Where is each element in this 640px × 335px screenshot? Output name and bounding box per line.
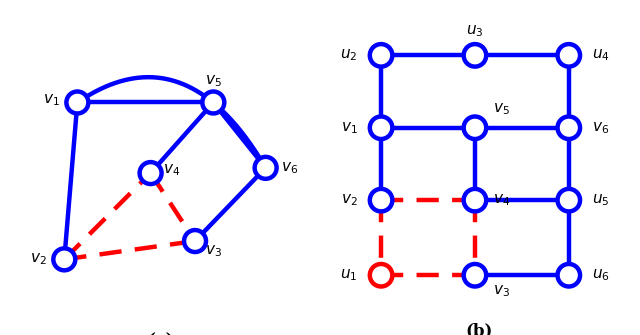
Text: $v_3$: $v_3$ xyxy=(493,283,510,299)
Text: $v_2$: $v_2$ xyxy=(30,252,47,267)
Text: $v_6$: $v_6$ xyxy=(593,120,609,136)
Circle shape xyxy=(255,157,276,179)
Text: $v_6$: $v_6$ xyxy=(280,160,298,176)
Circle shape xyxy=(463,189,486,211)
Text: $u_5$: $u_5$ xyxy=(592,192,610,208)
Text: (b): (b) xyxy=(465,322,493,335)
Circle shape xyxy=(557,189,580,211)
Text: $v_4$: $v_4$ xyxy=(163,162,180,178)
Circle shape xyxy=(67,91,88,114)
Circle shape xyxy=(370,117,392,139)
Text: $u_2$: $u_2$ xyxy=(340,48,358,63)
Text: $u_4$: $u_4$ xyxy=(592,48,610,63)
Circle shape xyxy=(557,117,580,139)
Circle shape xyxy=(463,44,486,67)
Text: $v_1$: $v_1$ xyxy=(340,120,357,136)
Circle shape xyxy=(370,189,392,211)
Text: $u_1$: $u_1$ xyxy=(340,267,358,283)
Text: $v_2$: $v_2$ xyxy=(340,192,357,208)
Circle shape xyxy=(53,248,76,270)
Text: $v_1$: $v_1$ xyxy=(43,92,60,108)
Circle shape xyxy=(202,91,224,114)
Text: $v_3$: $v_3$ xyxy=(205,244,222,259)
Text: $v_4$: $v_4$ xyxy=(493,192,510,208)
Text: $v_5$: $v_5$ xyxy=(205,74,221,89)
Circle shape xyxy=(463,117,486,139)
Circle shape xyxy=(370,264,392,286)
Circle shape xyxy=(557,44,580,67)
Circle shape xyxy=(184,230,206,252)
Text: $v_5$: $v_5$ xyxy=(493,101,510,117)
Text: $u_6$: $u_6$ xyxy=(592,267,610,283)
Text: $u_3$: $u_3$ xyxy=(466,23,484,39)
Circle shape xyxy=(140,162,161,184)
Circle shape xyxy=(557,264,580,286)
Text: (a): (a) xyxy=(148,332,174,335)
Circle shape xyxy=(370,44,392,67)
Circle shape xyxy=(463,264,486,286)
